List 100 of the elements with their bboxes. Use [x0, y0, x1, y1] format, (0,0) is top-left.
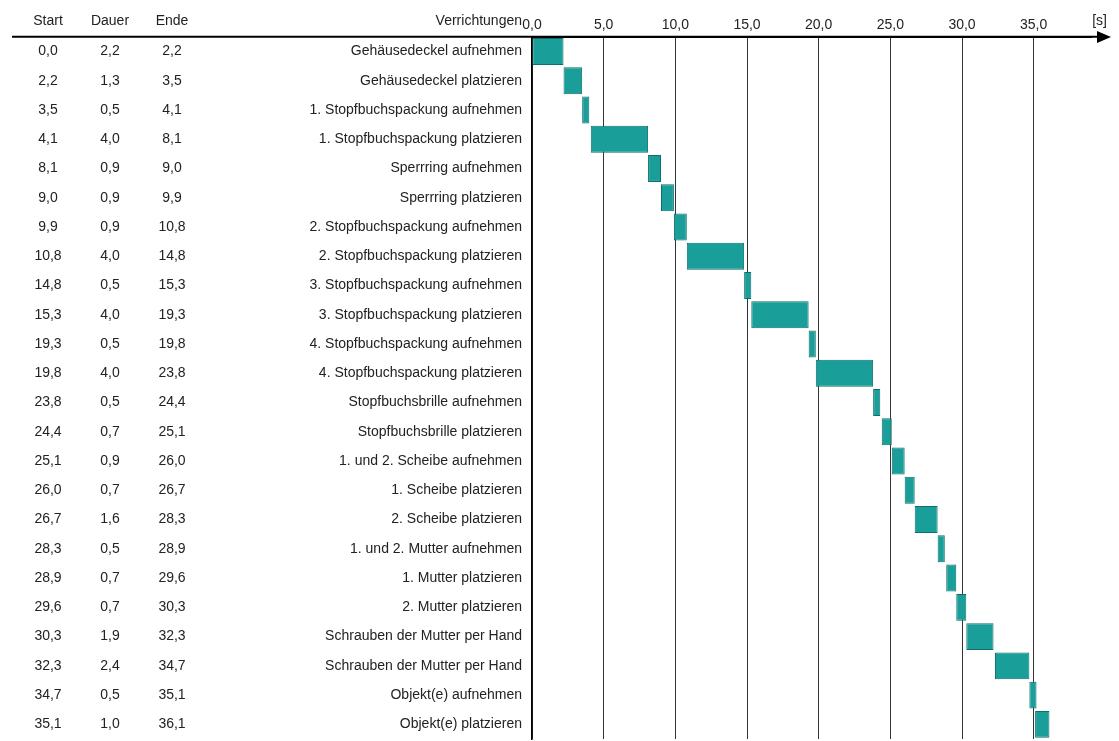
text: 26,7	[34, 510, 62, 527]
y-tick-label: 3. Stopfbuchspackung aufnehmen	[309, 276, 522, 293]
text: 1,6	[100, 510, 120, 527]
y-tick-label: 1. Stopfbuchspackung aufnehmen	[309, 100, 522, 117]
text: 2,2	[100, 42, 120, 59]
text: 4,0	[100, 247, 120, 264]
text: 29,6	[34, 598, 62, 615]
text: 19,8	[158, 334, 186, 351]
text: Start	[33, 11, 63, 28]
text: 0,7	[100, 568, 120, 585]
text: 10,8	[34, 247, 62, 264]
text: 0,5	[100, 100, 120, 117]
text: 2,2	[162, 42, 182, 59]
text: 2,4	[100, 656, 120, 673]
text: 14,8	[158, 247, 186, 264]
text: 14,8	[34, 276, 62, 293]
text: 0,0	[38, 42, 58, 59]
y-tick-label: Gehäusedeckel aufnehmen	[350, 42, 522, 59]
text: Ende	[155, 11, 189, 28]
text: 15,3	[158, 276, 186, 293]
y-tick-label: Objekt(e) aufnehmen	[390, 685, 522, 702]
y-tick-label: 4. Stopfbuchspackung platzieren	[318, 364, 522, 381]
x-axis-title: [s]	[1092, 11, 1107, 28]
text: 1,0	[100, 715, 120, 732]
text: 35,1	[34, 715, 62, 732]
text: 4,1	[162, 100, 182, 117]
text: 4,1	[38, 130, 58, 147]
x-tick-label: 30,0	[948, 16, 976, 33]
text: 4,0	[100, 364, 120, 381]
x-tick-label: 20,0	[805, 16, 833, 33]
text: 29,6	[158, 568, 186, 585]
text: 24,4	[34, 422, 62, 439]
y-tick-label: Sperrring aufnehmen	[390, 159, 522, 176]
text: 1,3	[100, 71, 120, 88]
y-tick-label: 1. Mutter platzieren	[402, 568, 522, 585]
y-tick-label: 2. Stopfbuchspackung aufnehmen	[309, 217, 522, 234]
text: 28,9	[158, 539, 186, 556]
y-tick-label: Stopfbuchsbrille aufnehmen	[348, 393, 522, 410]
y-tick-label: Schrauben der Mutter per Hand	[325, 627, 522, 644]
text: 23,8	[158, 364, 186, 381]
y-tick-label: Gehäusedeckel platzieren	[360, 71, 522, 88]
y-tick-label: 2. Scheibe platzieren	[391, 510, 522, 527]
text: 24,4	[158, 393, 186, 410]
text: 0,9	[100, 451, 120, 468]
x-tick-label: 0,0	[522, 16, 542, 33]
text: 25,1	[158, 422, 186, 439]
text: 19,3	[158, 305, 186, 322]
text: Dauer	[90, 11, 130, 28]
text: 0,9	[100, 188, 120, 205]
text: 0,9	[100, 159, 120, 176]
text: 8,1	[162, 130, 182, 147]
x-tick-label: 15,0	[733, 16, 761, 33]
text: 9,9	[38, 217, 58, 234]
text: 26,0	[158, 451, 186, 468]
text: 10,8	[158, 217, 186, 234]
text: 28,9	[34, 568, 62, 585]
y-tick-label: Stopfbuchsbrille platzieren	[357, 422, 522, 439]
x-tick-label: 35,0	[1020, 16, 1048, 33]
text: 34,7	[34, 685, 62, 702]
text: 0,5	[100, 685, 120, 702]
text: 3,5	[38, 100, 58, 117]
y-tick-label: 1. Stopfbuchspackung platzieren	[318, 130, 522, 147]
text: 9,9	[162, 188, 182, 205]
text: Verrichtungen	[435, 11, 522, 28]
text: 15,3	[34, 305, 62, 322]
y-tick-label: 1. und 2. Mutter aufnehmen	[350, 539, 522, 556]
y-tick-label: Schrauben der Mutter per Hand	[325, 656, 522, 673]
text: 19,3	[34, 334, 62, 351]
text: 30,3	[158, 598, 186, 615]
text: 34,7	[158, 656, 186, 673]
y-tick-label: 4. Stopfbuchspackung aufnehmen	[309, 334, 522, 351]
text: 30,3	[34, 627, 62, 644]
y-tick-label: 2. Stopfbuchspackung platzieren	[318, 247, 522, 264]
text: 3,5	[162, 71, 182, 88]
text: 0,7	[100, 481, 120, 498]
text: 0,5	[100, 276, 120, 293]
text: 0,5	[100, 334, 120, 351]
text: 0,5	[100, 393, 120, 410]
text: 0,9	[100, 217, 120, 234]
y-tick-label: Sperrring platzieren	[399, 188, 522, 205]
text: 32,3	[158, 627, 186, 644]
text: 1,9	[100, 627, 120, 644]
y-tick-label: 3. Stopfbuchspackung platzieren	[318, 305, 522, 322]
text: 9,0	[38, 188, 58, 205]
text: 2,2	[38, 71, 58, 88]
text: 0,7	[100, 598, 120, 615]
text: 32,3	[34, 656, 62, 673]
text: 25,1	[34, 451, 62, 468]
text: 28,3	[34, 539, 62, 556]
y-tick-label: 2. Mutter platzieren	[402, 598, 522, 615]
text: 8,1	[38, 159, 58, 176]
text: 28,3	[158, 510, 186, 527]
x-tick-label: 5,0	[593, 16, 614, 33]
y-tick-label: Objekt(e) platzieren	[399, 715, 522, 732]
text: 23,8	[34, 393, 62, 410]
text: 26,7	[158, 481, 186, 498]
y-tick-label: 1. Scheibe platzieren	[391, 481, 522, 498]
x-tick-label: 10,0	[661, 16, 690, 33]
text: 35,1	[158, 685, 186, 702]
x-tick-label: 25,0	[876, 16, 905, 33]
